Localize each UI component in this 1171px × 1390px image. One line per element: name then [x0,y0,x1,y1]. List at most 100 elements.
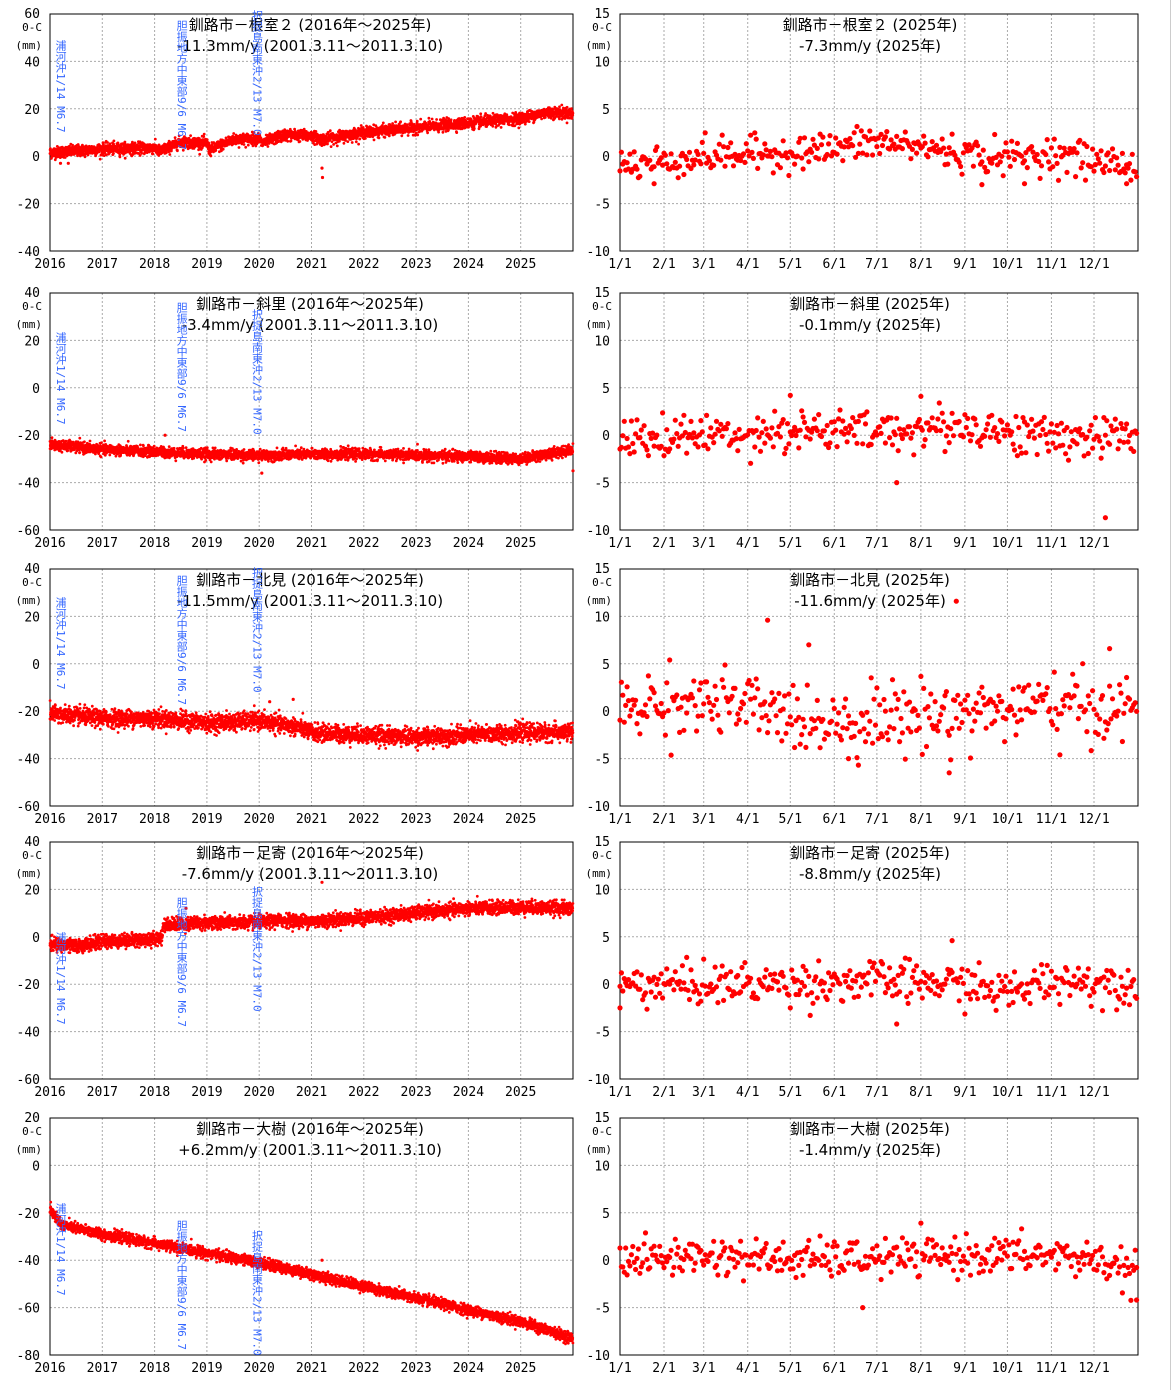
data-point [173,136,177,140]
data-point [1101,169,1107,176]
data-point [416,133,420,137]
data-point [338,139,341,143]
y-tick-label: -20 [17,198,40,213]
x-tick-label: 10/1 [992,257,1023,272]
data-point [1019,153,1025,159]
data-point [540,117,543,121]
data-point [237,146,241,149]
data-point [718,157,724,163]
data-point [992,131,998,138]
data-point [558,105,561,109]
x-tick-label: 2/1 [652,257,675,272]
data-point [699,139,705,145]
data-point [834,151,840,157]
data-point [560,103,564,107]
data-point [289,139,293,143]
data-point [1044,137,1050,143]
data-point [1129,151,1135,157]
data-point [728,140,734,146]
data-point [88,439,92,443]
x-tick-label: 2018 [139,257,170,272]
data-point [58,161,63,165]
data-point [711,162,717,168]
data-point [1094,151,1100,157]
data-point [221,147,225,151]
data-point [989,160,995,166]
data-point [851,130,857,136]
x-tick-label: 2019 [191,536,222,551]
data-point [463,116,467,119]
data-point [406,134,410,137]
data-point [929,139,935,145]
data-point [949,131,955,137]
data-point [1046,159,1052,165]
data-point [286,139,290,143]
chart-title: 釧路市－根室２ (2025年) [783,16,958,34]
data-point [570,116,574,120]
data-point [792,161,798,167]
x-tick-label: 2016 [34,536,65,551]
data-point [1125,165,1131,171]
data-point [53,158,57,162]
data-point [346,140,350,144]
data-point [1105,150,1111,156]
data-point [877,150,883,157]
data-point [1132,169,1138,175]
data-point [246,143,250,147]
data-point [867,128,873,134]
data-point [840,158,846,164]
data-point [1006,154,1012,160]
data-point [743,141,749,147]
y-tick-label: -40 [17,477,40,492]
data-point [118,155,122,159]
data-point [1054,160,1060,166]
data-point [298,140,302,143]
x-tick-label: 2023 [400,257,431,272]
data-point [565,121,569,125]
x-tick-label: 4/1 [736,257,759,272]
data-point [168,153,172,156]
data-point [624,160,630,166]
data-point [801,135,808,141]
data-point [172,446,176,450]
data-point [1007,163,1013,169]
data-point [63,156,67,159]
data-point [419,117,423,121]
data-point [320,166,324,170]
data-point [115,146,119,150]
data-point [342,141,346,145]
data-point [631,149,637,155]
data-point [1050,164,1056,170]
data-point [1119,150,1125,156]
x-tick-label: 2024 [453,257,484,272]
data-point [437,130,440,134]
data-point [847,136,853,142]
data-point [1128,177,1134,183]
y-tick-label: -40 [17,245,40,260]
data-point [78,436,82,440]
data-point [381,121,385,125]
data-point [1134,174,1140,180]
data-point [1011,156,1018,163]
data-point [499,126,503,129]
data-point [770,170,776,176]
data-point [335,144,339,148]
data-point [359,124,363,127]
y-axis-unit: (mm) [16,318,43,331]
y-axis-label: 0-C [22,21,42,34]
y-tick-label: -20 [17,429,40,444]
data-point [1097,160,1103,166]
data-point [1074,150,1080,156]
data-point [675,175,681,181]
x-tick-label: 5/1 [779,257,802,272]
data-point [81,143,84,147]
data-point [681,171,687,178]
data-point [617,168,623,174]
data-point [1107,167,1113,174]
data-point [449,118,453,122]
data-point [784,155,791,161]
data-point [1000,173,1006,179]
data-point [762,141,768,147]
data-point [979,159,985,165]
data-point [780,138,786,144]
